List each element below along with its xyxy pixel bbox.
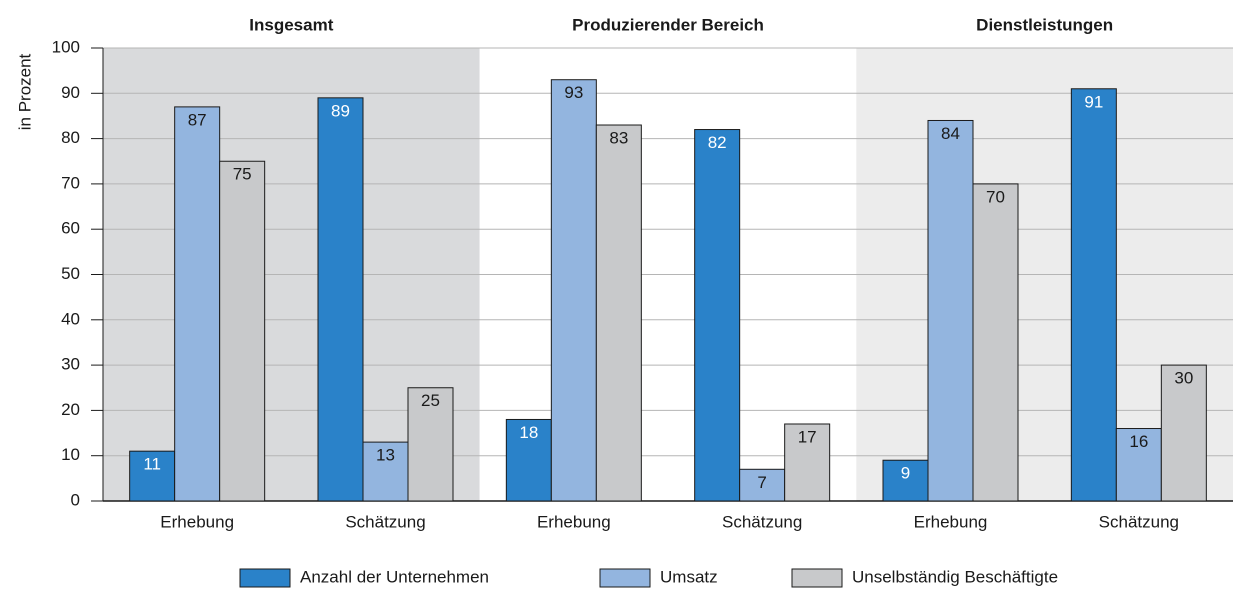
bar: [1115, 428, 1162, 502]
value-label: 7: [757, 473, 766, 492]
bar: [174, 106, 221, 502]
value-label: 83: [609, 128, 628, 147]
legend-label: Anzahl der Unternehmen: [300, 567, 489, 586]
y-tick-label: 100: [52, 37, 80, 56]
value-label: 75: [233, 165, 252, 184]
value-label: 9: [901, 464, 910, 483]
value-label: 25: [421, 391, 440, 410]
value-label: 13: [376, 446, 395, 465]
bar: [1070, 88, 1117, 502]
y-tick-label: 50: [61, 264, 80, 283]
bar: [1160, 364, 1207, 502]
x-tick-label: Erhebung: [160, 512, 234, 531]
panel-title: Dienstleistungen: [976, 15, 1113, 34]
y-tick-label: 20: [61, 400, 80, 419]
y-tick-label: 10: [61, 445, 80, 464]
legend-swatch: [599, 568, 651, 588]
bar: [972, 183, 1019, 502]
x-tick-label: Schätzung: [345, 512, 425, 531]
bar: [927, 119, 974, 502]
value-label: 30: [1174, 369, 1193, 388]
bar: [219, 160, 266, 502]
value-label: 70: [986, 187, 1005, 206]
value-label: 17: [798, 427, 817, 446]
y-tick-label: 90: [61, 83, 80, 102]
bar: [407, 387, 454, 502]
bar: [784, 423, 831, 502]
bar: [694, 129, 741, 502]
bar: [595, 124, 642, 502]
legend-label: Unselbständig Beschäftigte: [852, 567, 1058, 586]
value-label: 89: [331, 101, 350, 120]
value-label: 16: [1129, 432, 1148, 451]
value-label: 93: [564, 83, 583, 102]
legend-swatch: [791, 568, 843, 588]
y-tick-label: 40: [61, 309, 80, 328]
bar: [550, 79, 597, 502]
x-tick-label: Schätzung: [722, 512, 802, 531]
panel-title: Insgesamt: [249, 15, 333, 34]
panel-title: Produzierender Bereich: [572, 15, 764, 34]
bar: [882, 459, 929, 502]
value-label: 84: [941, 124, 960, 143]
legend-swatch: [239, 568, 291, 588]
x-tick-label: Erhebung: [537, 512, 611, 531]
legend-label: Umsatz: [660, 567, 718, 586]
value-label: 87: [188, 110, 207, 129]
value-label: 91: [1084, 92, 1103, 111]
y-tick-label: 30: [61, 355, 80, 374]
bar: [317, 97, 364, 502]
y-tick-label: 60: [61, 219, 80, 238]
y-axis-label: in Prozent: [15, 53, 34, 130]
bar: [739, 468, 786, 502]
y-tick-label: 70: [61, 173, 80, 192]
value-label: 18: [519, 423, 538, 442]
value-label: 11: [143, 455, 161, 474]
y-tick-label: 0: [71, 490, 80, 509]
y-tick-label: 80: [61, 128, 80, 147]
x-tick-label: Schätzung: [1099, 512, 1179, 531]
x-tick-label: Erhebung: [914, 512, 988, 531]
value-label: 82: [708, 133, 727, 152]
